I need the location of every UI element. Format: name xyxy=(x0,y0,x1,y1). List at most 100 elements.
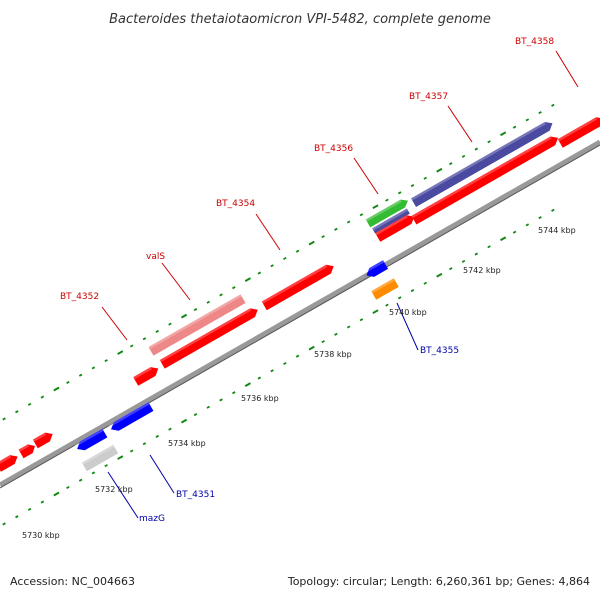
upper-tick xyxy=(40,395,45,399)
upper-tick xyxy=(53,386,60,392)
gene-label-mazg: mazG xyxy=(139,514,165,524)
gene-label-bt4357: BT_4357 xyxy=(409,92,448,102)
lower-tick xyxy=(15,515,19,519)
lower-tick xyxy=(40,500,45,504)
callout-vals xyxy=(161,262,191,301)
lower-tick xyxy=(474,252,479,256)
lower-tick xyxy=(346,325,351,329)
gene-label-bt4355: BT_4355 xyxy=(420,346,459,356)
accession-text: Accession: NC_004663 xyxy=(10,575,135,588)
upper-tick xyxy=(2,417,6,421)
tick-label-5738: 5738 kbp xyxy=(314,350,352,359)
lower-tick xyxy=(308,345,315,351)
upper-tick xyxy=(78,373,83,377)
lower-tick xyxy=(487,245,491,249)
tick-label-5736: 5736 kbp xyxy=(241,394,279,403)
lower-tick xyxy=(334,332,338,336)
lower-tick-track xyxy=(2,208,555,526)
callout-bt4355 xyxy=(396,302,419,351)
gene-label-bt4352: BT_4352 xyxy=(60,292,99,302)
lower-tick xyxy=(104,464,108,468)
gene-bt4349-b xyxy=(18,444,35,459)
lower-tick xyxy=(129,449,134,453)
callout-bt4354 xyxy=(255,213,281,251)
upper-tick xyxy=(538,111,542,115)
gene-vals-trna xyxy=(148,294,246,356)
upper-tick xyxy=(129,344,134,348)
lower-tick xyxy=(538,216,542,220)
lower-tick xyxy=(551,208,555,212)
lower-tick xyxy=(512,230,517,234)
upper-tick xyxy=(385,198,389,202)
tick-label-5734: 5734 kbp xyxy=(168,439,206,448)
gene-bt4355 xyxy=(363,260,389,277)
gene-label-bt4351: BT_4351 xyxy=(176,490,215,500)
upper-tick xyxy=(232,286,236,290)
upper-tick xyxy=(372,204,379,210)
lower-tick xyxy=(436,272,443,278)
lower-tick xyxy=(2,522,6,526)
upper-tick xyxy=(27,402,32,406)
upper-tick xyxy=(487,140,491,144)
callout-lines xyxy=(101,50,579,519)
lower-tick xyxy=(461,259,466,263)
tick-label-5744: 5744 kbp xyxy=(538,226,576,235)
callout-bt4351 xyxy=(149,454,175,494)
lower-tick xyxy=(500,236,507,242)
upper-tick xyxy=(104,359,108,363)
upper-tick xyxy=(449,162,453,166)
tick-label-5730: 5730 kbp xyxy=(22,531,60,540)
upper-tick xyxy=(461,154,466,158)
gene-bt4357-purple xyxy=(411,121,553,208)
lower-tick xyxy=(525,223,530,227)
upper-tick xyxy=(155,329,159,333)
upper-tick xyxy=(142,337,147,341)
gene-bt4352 xyxy=(133,367,159,386)
lower-tick xyxy=(449,267,453,271)
upper-tick xyxy=(15,410,19,414)
lower-tick xyxy=(372,309,379,315)
lower-tick xyxy=(295,354,300,358)
map-title: Bacteroides thetaiotaomicron VPI-5482, c… xyxy=(109,12,491,27)
upper-tick xyxy=(206,300,211,304)
upper-tick xyxy=(397,191,402,195)
lower-tick xyxy=(410,289,415,293)
callout-bt4356 xyxy=(353,157,379,195)
lower-tick xyxy=(244,382,251,387)
lower-tick xyxy=(142,442,147,446)
tick-label-5732: 5732 kbp xyxy=(95,485,133,494)
upper-tick xyxy=(244,277,251,282)
gene-bt4349-a xyxy=(0,455,18,472)
bottom-gene-labels: BT_4355 BT_4351 mazG xyxy=(139,346,459,524)
callout-mazg xyxy=(107,471,139,519)
lower-tick xyxy=(27,507,32,511)
gene-label-vals: valS xyxy=(146,252,165,262)
lower-tick xyxy=(359,318,364,322)
upper-tick xyxy=(512,125,517,129)
lower-tick xyxy=(232,391,236,395)
lower-tick xyxy=(78,478,83,482)
gene-bt4356 xyxy=(375,215,415,242)
lower-tick xyxy=(53,491,60,497)
gene-label-bt4356: BT_4356 xyxy=(314,144,353,154)
upper-tick xyxy=(117,350,124,355)
upper-tick xyxy=(91,366,96,370)
tick-label-5742: 5742 kbp xyxy=(463,266,501,275)
upper-tick xyxy=(436,167,443,173)
upper-tick xyxy=(500,131,507,137)
gene-purple-small xyxy=(372,208,410,234)
upper-tick xyxy=(283,256,287,261)
lower-tick xyxy=(385,303,389,307)
lower-tick xyxy=(180,418,188,424)
gene-track xyxy=(0,117,600,472)
callout-bt4358 xyxy=(555,50,579,88)
lower-tick xyxy=(168,427,172,431)
gene-mazg-rev xyxy=(74,428,108,451)
upper-tick xyxy=(219,293,223,297)
lower-tick xyxy=(219,398,223,402)
gene-bt4357 xyxy=(411,136,559,225)
lower-tick xyxy=(91,471,96,475)
gene-vals xyxy=(159,308,258,369)
upper-tick xyxy=(423,176,427,180)
upper-tick-track xyxy=(2,103,555,421)
